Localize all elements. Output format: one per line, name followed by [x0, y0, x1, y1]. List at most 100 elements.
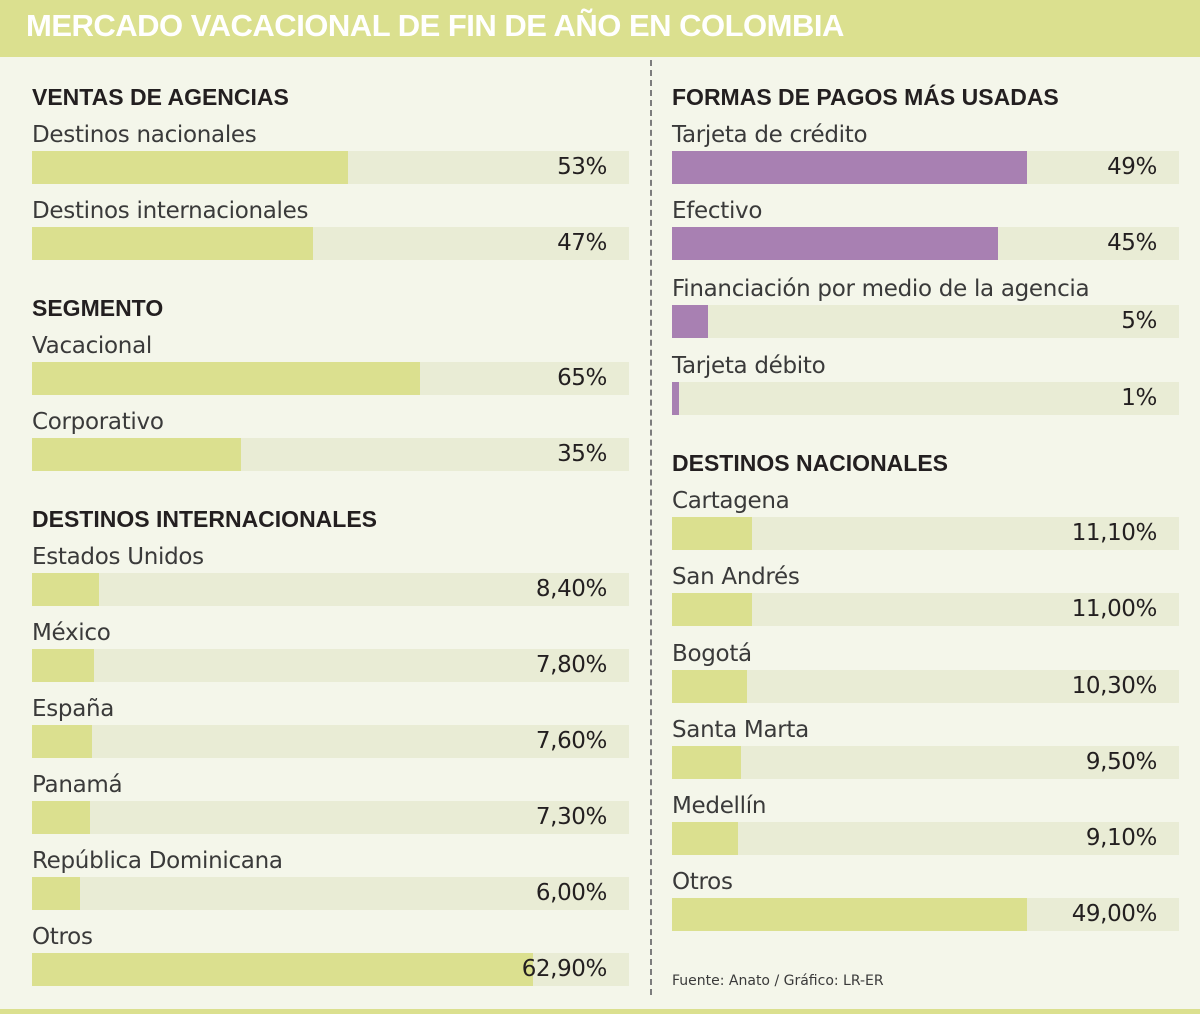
bar-value-label: 11,00%	[1071, 596, 1158, 622]
bar-value-label: 9,10%	[1085, 825, 1157, 851]
bar-value-label: 10,30%	[1071, 673, 1158, 699]
bar-value-label: 9,50%	[1085, 749, 1157, 775]
bar-track: 8,40%	[32, 573, 629, 606]
bar-track: 7,30%	[32, 801, 629, 834]
bar	[672, 898, 1027, 931]
bar	[672, 151, 1027, 184]
bar-label: Vacacional	[32, 333, 152, 359]
bar	[672, 746, 741, 779]
bar-track: 1%	[672, 382, 1179, 415]
bar-row: Destinos nacionales 53%	[32, 122, 629, 196]
bar-row: Financiación por medio de la agencia 5%	[672, 276, 1179, 350]
bar-track: 35%	[32, 438, 629, 471]
bar	[32, 227, 313, 260]
bar	[32, 438, 241, 471]
bar-label: Efectivo	[672, 198, 763, 224]
bar-track: 11,00%	[672, 593, 1179, 626]
bar-label: México	[32, 620, 111, 646]
bar-row: Medellín 9,10%	[672, 793, 1179, 867]
bar	[32, 151, 349, 184]
bar-row: Cartagena 11,10%	[672, 488, 1179, 562]
bar	[672, 822, 738, 855]
bar	[672, 517, 753, 550]
bar-row: Panamá 7,30%	[32, 772, 629, 846]
bar-label: Estados Unidos	[32, 544, 204, 570]
bar-track: 49%	[672, 151, 1179, 184]
bar-value-label: 45%	[1107, 230, 1157, 256]
bar-value-label: 11,10%	[1071, 520, 1158, 546]
bar	[672, 305, 709, 338]
bar-value-label: 7,60%	[535, 728, 607, 754]
bar-value-label: 7,30%	[535, 804, 607, 830]
bar	[672, 227, 998, 260]
bar-value-label: 47%	[557, 230, 607, 256]
bar-track: 5%	[672, 305, 1179, 338]
bottom-rule	[0, 1009, 1200, 1014]
bar-track: 9,50%	[672, 746, 1179, 779]
bar-label: Panamá	[32, 772, 123, 798]
bar-row: Otros 62,90%	[32, 924, 629, 998]
bar-track: 11,10%	[672, 517, 1179, 550]
bar-value-label: 65%	[557, 365, 607, 391]
bar	[32, 649, 95, 682]
bar-row: México 7,80%	[32, 620, 629, 694]
bar-label: Bogotá	[672, 641, 752, 667]
bar-value-label: 49,00%	[1071, 901, 1158, 927]
bar-row: Santa Marta 9,50%	[672, 717, 1179, 791]
bar-label: Tarjeta débito	[672, 353, 826, 379]
bar-value-label: 35%	[557, 441, 607, 467]
section-title-nacionales: DESTINOS NACIONALES	[672, 450, 949, 476]
bar-label: Otros	[672, 869, 733, 895]
page-title: MERCADO VACACIONAL DE FIN DE AÑO EN COLO…	[26, 8, 844, 43]
bar-row: Vacacional 65%	[32, 333, 629, 407]
bar-label: Corporativo	[32, 409, 164, 435]
bar	[32, 362, 421, 395]
bar	[672, 593, 752, 626]
bar-track: 9,10%	[672, 822, 1179, 855]
bar-value-label: 6,00%	[535, 880, 607, 906]
bar	[32, 953, 533, 986]
bar	[32, 573, 99, 606]
bar-track: 7,60%	[32, 725, 629, 758]
bar-value-label: 1%	[1121, 385, 1157, 411]
bar-label: Financiación por medio de la agencia	[672, 276, 1090, 302]
bar-label: Santa Marta	[672, 717, 809, 743]
bar-value-label: 8,40%	[535, 576, 607, 602]
bar-track: 47%	[32, 227, 629, 260]
bar-value-label: 7,80%	[535, 652, 607, 678]
bar-row: Efectivo 45%	[672, 198, 1179, 272]
bar	[32, 877, 80, 910]
bar-value-label: 49%	[1107, 154, 1157, 180]
section-title-internacionales: DESTINOS INTERNACIONALES	[32, 506, 378, 532]
title-banner: MERCADO VACACIONAL DE FIN DE AÑO EN COLO…	[0, 0, 1200, 57]
bar-row: República Dominicana 6,00%	[32, 848, 629, 922]
bar	[32, 801, 91, 834]
bar-value-label: 53%	[557, 154, 607, 180]
bar-label: Otros	[32, 924, 93, 950]
bar-row: Otros 49,00%	[672, 869, 1179, 943]
source-credit: Fuente: Anato / Gráfico: LR-ER	[672, 973, 884, 989]
bar-track: 10,30%	[672, 670, 1179, 703]
bar-track: 6,00%	[32, 877, 629, 910]
bar-track: 49,00%	[672, 898, 1179, 931]
bar-row: Bogotá 10,30%	[672, 641, 1179, 715]
bar-row: Destinos internacionales 47%	[32, 198, 629, 272]
bar-value-label: 62,90%	[521, 956, 608, 982]
bar-label: Destinos nacionales	[32, 122, 257, 148]
bar-row: Tarjeta débito 1%	[672, 353, 1179, 427]
section-title-pagos: FORMAS DE PAGOS MÁS USADAS	[672, 84, 1059, 110]
bar-track: 7,80%	[32, 649, 629, 682]
bar-row: Corporativo 35%	[32, 409, 629, 483]
bar-row: España 7,60%	[32, 696, 629, 770]
bar-track: 53%	[32, 151, 629, 184]
bar	[672, 382, 680, 415]
bar	[32, 725, 93, 758]
bar-label: San Andrés	[672, 564, 800, 590]
bar-track: 45%	[672, 227, 1179, 260]
bar-label: Tarjeta de crédito	[672, 122, 868, 148]
column-divider	[650, 60, 652, 995]
bar-value-label: 5%	[1121, 308, 1157, 334]
bar-label: Cartagena	[672, 488, 790, 514]
bar-label: Destinos internacionales	[32, 198, 309, 224]
bar-label: República Dominicana	[32, 848, 283, 874]
